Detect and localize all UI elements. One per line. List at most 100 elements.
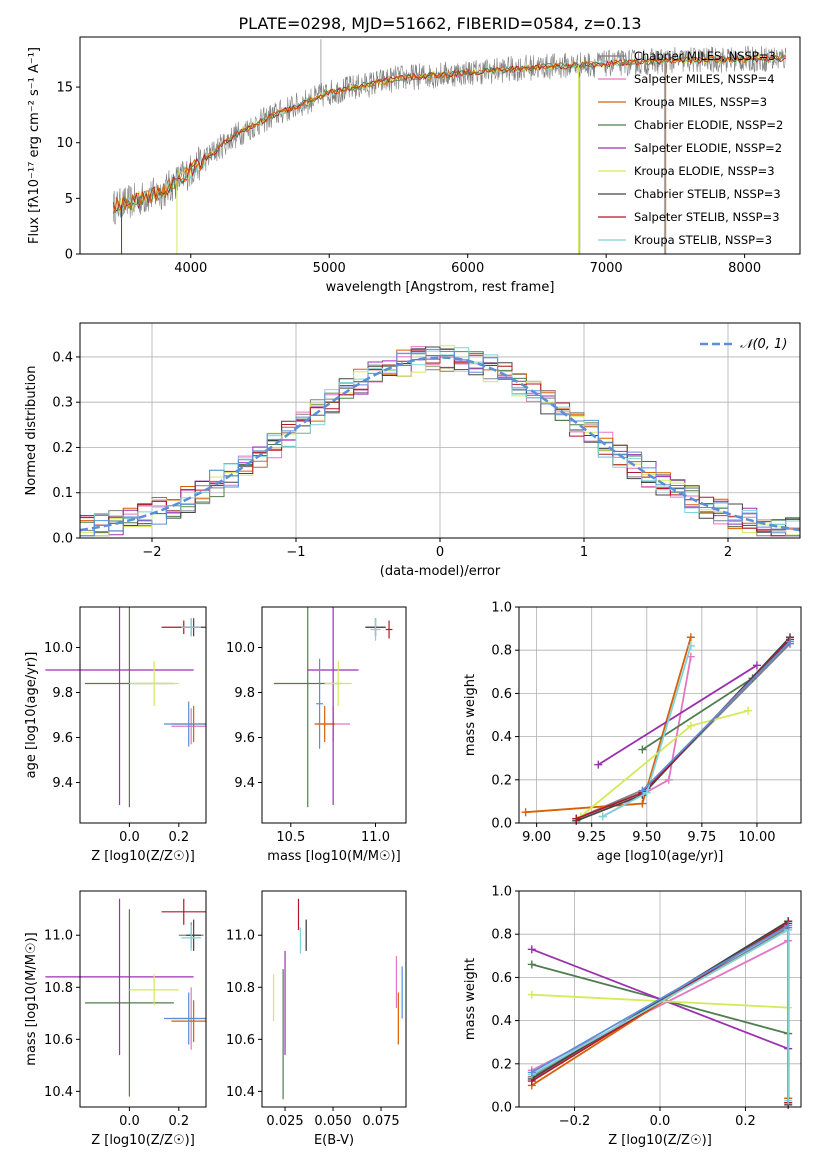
legend-label-salpeter_stelib: Salpeter STELIB, NSSP=3 bbox=[634, 210, 780, 224]
y-tick-label: 15 bbox=[56, 81, 73, 96]
x-tick-label: 0.0 bbox=[650, 1114, 671, 1129]
weight-marker-blue bbox=[527, 1068, 536, 1077]
panel-7: −0.2 0.0 0.2 0.0 0.2 0.4 0.6 0.8 1.0 Z [log10(Z/Z… bbox=[463, 885, 802, 1148]
weight-marker-kroupa_elodie bbox=[527, 990, 536, 999]
x-tick-label: 7000 bbox=[590, 261, 623, 276]
panel-2: 0.0 0.2 9.4 9.6 9.8 10.0 Z [log10(Z/Z☉)] age [l… bbox=[24, 606, 207, 864]
x-tick-label: 9.75 bbox=[687, 830, 716, 845]
observed-spectrum bbox=[112, 45, 787, 225]
x-tick-label: 4000 bbox=[174, 261, 207, 276]
x-tick-label: 0 bbox=[436, 545, 444, 560]
x-tick-label: 10.5 bbox=[276, 830, 305, 845]
x-tick-label: −0.2 bbox=[559, 1114, 591, 1129]
axes-frame bbox=[79, 606, 207, 824]
plot-area bbox=[273, 607, 393, 808]
y-tick-label: 10.0 bbox=[44, 641, 73, 656]
y-tick-label: 9.6 bbox=[52, 731, 73, 746]
x-tick-label: 8000 bbox=[728, 261, 761, 276]
x-axis-label: (data-model)/error bbox=[380, 564, 501, 579]
weight-marker-kroupa_stelib bbox=[642, 788, 651, 797]
y-tick-label: 0.0 bbox=[491, 1101, 512, 1116]
y-tick-label: 9.4 bbox=[234, 776, 255, 791]
x-tick-label: 0.0 bbox=[119, 830, 140, 845]
y-tick-label: 9.6 bbox=[234, 731, 255, 746]
weight-marker-salpeter_stelib bbox=[572, 814, 581, 823]
weight-marker-kroupa_stelib bbox=[598, 812, 607, 821]
x-axis-label: age [log10(age/yr)] bbox=[597, 849, 724, 864]
y-tick-label: 11.0 bbox=[226, 929, 255, 944]
histogram-chabrier_stelib bbox=[80, 346, 800, 537]
y-tick-label: 0.4 bbox=[491, 1014, 512, 1029]
x-tick-label: 0.2 bbox=[735, 1114, 756, 1129]
weight-marker-chabrier_elodie bbox=[638, 745, 647, 754]
y-tick-label: 0.0 bbox=[491, 817, 512, 832]
normal-curve bbox=[79, 356, 801, 532]
x-tick-label: 9.50 bbox=[632, 830, 661, 845]
figure-title: PLATE=0298, MJD=51662, FIBERID=0584, z=0… bbox=[238, 14, 641, 33]
y-tick-label: 0.0 bbox=[52, 532, 73, 547]
plot-area bbox=[272, 898, 403, 1100]
axes-frame bbox=[261, 606, 407, 824]
y-tick-label: 10.6 bbox=[44, 1033, 73, 1048]
weight-line-kroupa_elodie bbox=[531, 993, 789, 1009]
model-spectrum-kroupa_miles bbox=[112, 54, 786, 213]
y-tick-label: 1.0 bbox=[491, 601, 512, 616]
weight-line-blue bbox=[531, 924, 789, 1074]
weight-marker-kroupa_stelib bbox=[686, 641, 695, 650]
axes-frame bbox=[518, 606, 802, 824]
y-tick-label: 0.4 bbox=[491, 730, 512, 745]
x-tick-label: 5000 bbox=[313, 261, 346, 276]
y-axis-label: mass weight bbox=[463, 958, 478, 1040]
weight-marker-kroupa_elodie bbox=[686, 721, 695, 730]
weight-marker-blue bbox=[785, 637, 794, 646]
y-tick-label: 0.2 bbox=[491, 773, 512, 788]
panel-3: 10.5 11.0 9.4 9.6 9.8 10.0 mass [log10(M/M☉)] bbox=[226, 606, 407, 864]
panel-0: 4000 5000 6000 7000 8000 0 5 10 15 wavelength [An… bbox=[27, 36, 801, 295]
y-axis-label: Flux [fλ10⁻¹⁷ erg cm⁻² s⁻¹ A⁻¹] bbox=[27, 47, 42, 244]
y-tick-label: 10.0 bbox=[226, 641, 255, 656]
weight-marker-kroupa_miles bbox=[521, 808, 530, 817]
x-tick-label: 0.050 bbox=[314, 1114, 351, 1129]
weight-line-kroupa_miles bbox=[525, 636, 692, 814]
legend-label-chabrier_stelib: Chabrier STELIB, NSSP=3 bbox=[634, 187, 781, 201]
y-tick-label: 10 bbox=[56, 136, 73, 151]
y-tick-label: 10.6 bbox=[226, 1033, 255, 1048]
panel-1: −2 −1 0 1 2 0.0 0.1 0.2 0.3 0.4 (data-model)/error… bbox=[24, 322, 801, 579]
y-tick-label: 1.0 bbox=[491, 885, 512, 900]
y-tick-label: 10.4 bbox=[226, 1085, 255, 1100]
axes-frame bbox=[261, 890, 407, 1108]
weight-marker-salpeter_miles bbox=[664, 775, 673, 784]
x-tick-label: 1 bbox=[580, 545, 588, 560]
y-tick-label: 10.8 bbox=[226, 981, 255, 996]
legend-label-salpeter_elodie: Salpeter ELODIE, NSSP=2 bbox=[634, 141, 782, 155]
legend-label-kroupa_miles: Kroupa MILES, NSSP=3 bbox=[634, 95, 767, 109]
weight-marker-salpeter_elodie bbox=[594, 760, 603, 769]
y-tick-label: 0.2 bbox=[52, 441, 73, 456]
x-tick-label: 6000 bbox=[451, 261, 484, 276]
y-tick-label: 0.1 bbox=[52, 486, 73, 501]
y-tick-label: 10.4 bbox=[44, 1085, 73, 1100]
x-tick-label: 2 bbox=[724, 545, 732, 560]
legend-label-chabrier_elodie: Chabrier ELODIE, NSSP=2 bbox=[634, 118, 783, 132]
weight-marker-blue bbox=[784, 921, 793, 930]
histogram-blue bbox=[80, 348, 800, 537]
y-tick-label: 0.3 bbox=[52, 396, 73, 411]
weight-marker-kroupa_stelib bbox=[784, 1096, 793, 1105]
legend-label-kroupa_stelib: Kroupa STELIB, NSSP=3 bbox=[634, 233, 772, 247]
y-tick-label: 10.8 bbox=[44, 981, 73, 996]
x-tick-label: 0.2 bbox=[168, 1114, 189, 1129]
x-axis-label: mass [log10(M/M☉)] bbox=[267, 849, 400, 864]
legend-label-salpeter_miles: Salpeter MILES, NSSP=4 bbox=[634, 72, 775, 86]
x-axis-label: Z [log10(Z/Z☉)] bbox=[91, 849, 195, 864]
x-axis-label: E(B-V) bbox=[314, 1133, 354, 1148]
y-tick-label: 0.8 bbox=[491, 928, 512, 943]
x-tick-label: 10.00 bbox=[738, 830, 775, 845]
panel-4: 9.00 9.25 9.50 9.75 10.00 0.0 0.2 0.4 0.6 0.8 1.0 a… bbox=[463, 601, 802, 864]
axes-frame bbox=[79, 890, 207, 1108]
weight-marker-blue bbox=[638, 786, 647, 795]
x-tick-label: −1 bbox=[286, 545, 305, 560]
weight-line-blue bbox=[641, 640, 791, 792]
legend-label-kroupa_elodie: Kroupa ELODIE, NSSP=3 bbox=[634, 164, 775, 178]
y-tick-label: 9.4 bbox=[52, 776, 73, 791]
